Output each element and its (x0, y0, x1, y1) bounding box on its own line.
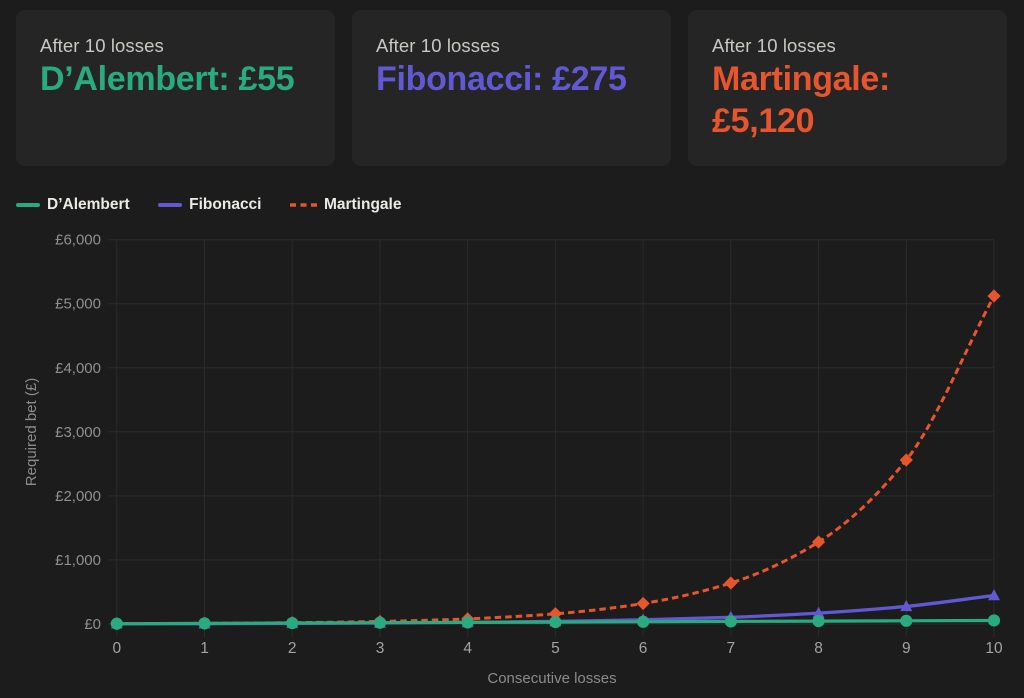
svg-text:1: 1 (200, 640, 209, 657)
svg-text:7: 7 (726, 640, 735, 657)
svg-text:3: 3 (376, 640, 385, 657)
svg-text:£6,000: £6,000 (55, 232, 101, 249)
svg-text:5: 5 (551, 640, 560, 657)
svg-text:£1,000: £1,000 (55, 552, 101, 569)
svg-text:9: 9 (902, 640, 911, 657)
svg-text:£4,000: £4,000 (55, 360, 101, 377)
svg-text:Required bet (£): Required bet (£) (23, 378, 40, 486)
svg-text:4: 4 (463, 640, 472, 657)
svg-text:£5,000: £5,000 (55, 296, 101, 313)
svg-text:2: 2 (288, 640, 297, 657)
svg-text:6: 6 (639, 640, 648, 657)
svg-text:£0: £0 (84, 616, 101, 633)
svg-text:8: 8 (814, 640, 823, 657)
svg-text:10: 10 (985, 640, 1003, 657)
svg-text:0: 0 (112, 640, 121, 657)
svg-text:£3,000: £3,000 (55, 424, 101, 441)
svg-text:£2,000: £2,000 (55, 488, 101, 505)
svg-text:Consecutive losses: Consecutive losses (487, 670, 616, 687)
